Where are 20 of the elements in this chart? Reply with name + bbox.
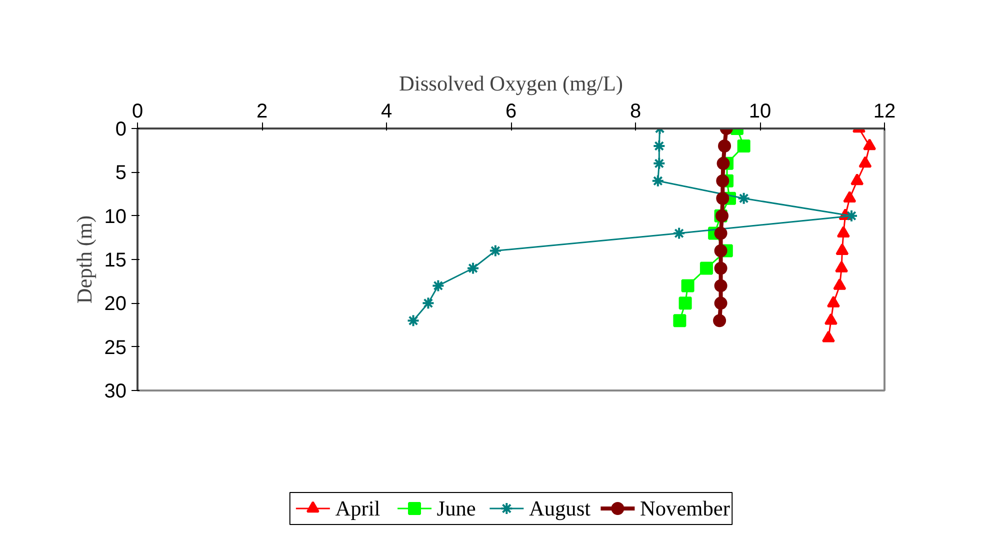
y-axis-title: Depth (m)	[72, 215, 96, 304]
y-tick-label: 10	[104, 206, 127, 228]
x-tick-label: 12	[873, 100, 896, 122]
x-tick-label: 2	[256, 100, 268, 122]
legend-label: November	[640, 496, 730, 520]
y-tick-label: 0	[115, 118, 126, 140]
x-tick-label: 6	[505, 100, 517, 122]
y-tick-label: 15	[104, 250, 127, 272]
y-tick-label: 30	[104, 380, 127, 402]
y-tick-label: 5	[115, 162, 126, 184]
x-axis-title: Dissolved Oxygen (mg/L)	[399, 72, 623, 96]
y-tick-label: 25	[104, 336, 127, 359]
x-tick-label: 0	[132, 100, 144, 122]
x-tick-label: 10	[748, 100, 772, 122]
legend-label: June	[436, 496, 476, 520]
y-tick-label: 20	[104, 293, 127, 316]
x-tick-label: 8	[630, 100, 642, 122]
legend-label: April	[335, 496, 380, 520]
x-tick-label: 4	[380, 100, 392, 122]
legend-label: August	[528, 496, 591, 520]
